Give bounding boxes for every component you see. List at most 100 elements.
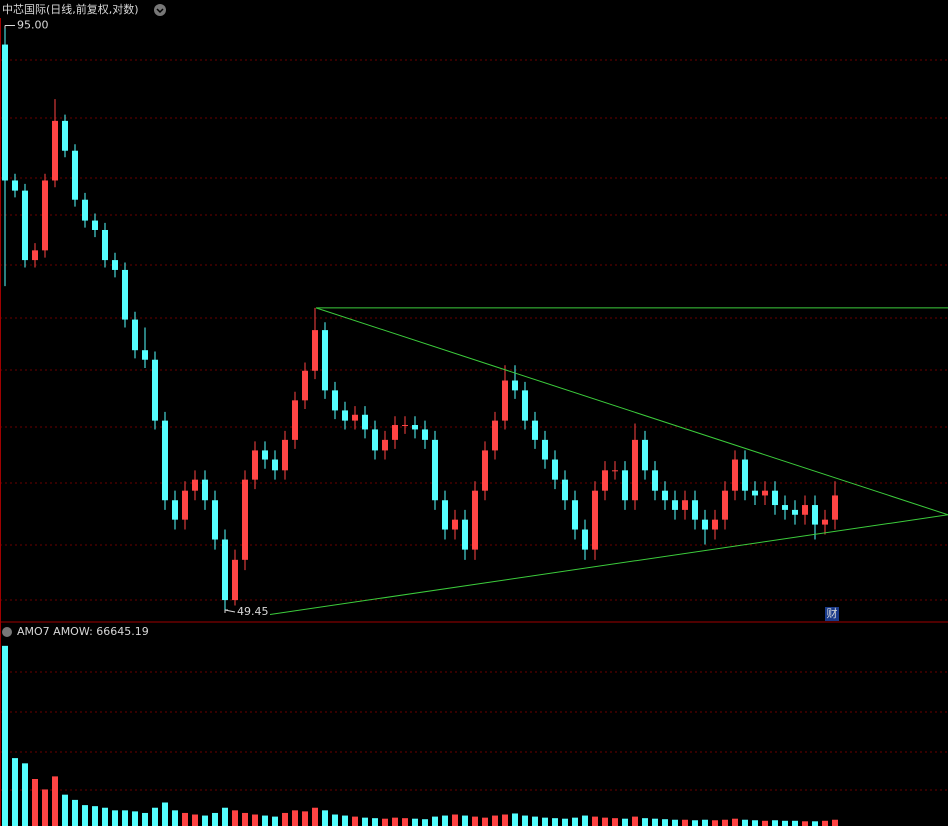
- volume-bar: [152, 807, 158, 826]
- candle-body: [132, 319, 138, 351]
- candle-body: [482, 450, 488, 491]
- candle-body: [812, 505, 818, 525]
- volume-bar: [742, 819, 748, 826]
- volume-bar: [632, 816, 638, 826]
- volume-bar: [642, 818, 648, 826]
- candle-body: [12, 180, 18, 191]
- volume-bar: [372, 818, 378, 826]
- annotation-arrow: [4, 25, 15, 29]
- candle-body: [92, 220, 98, 230]
- candle-body: [552, 459, 558, 480]
- volume-bar: [482, 817, 488, 826]
- trendline: [269, 514, 948, 616]
- candle-body: [322, 330, 328, 391]
- candle-body: [592, 490, 598, 550]
- candle-body: [412, 425, 418, 430]
- volume-bar: [352, 816, 358, 826]
- volume-bar: [212, 812, 218, 826]
- volume-bar: [182, 812, 188, 826]
- candle-body: [512, 380, 518, 391]
- volume-bar: [142, 812, 148, 826]
- candle-body: [782, 505, 788, 510]
- volume-bar: [222, 807, 228, 826]
- volume-bar: [242, 812, 248, 826]
- candle-body: [632, 439, 638, 501]
- candle-body: [362, 414, 368, 430]
- candle-body: [382, 439, 388, 451]
- candle-body: [442, 500, 448, 530]
- volume-bar: [502, 814, 508, 826]
- volume-bar: [342, 815, 348, 826]
- candle-body: [682, 500, 688, 510]
- volume-bar: [442, 815, 448, 826]
- volume-bar: [362, 817, 368, 826]
- volume-bar: [312, 807, 318, 826]
- candle-body: [472, 490, 478, 550]
- candle-body: [352, 414, 358, 421]
- candle-body: [32, 250, 38, 261]
- candle-body: [52, 120, 58, 181]
- candle-body: [212, 500, 218, 540]
- volume-bar: [652, 818, 658, 826]
- volume-bar: [612, 818, 618, 826]
- volume-bar: [92, 806, 98, 826]
- volume-bar: [582, 815, 588, 826]
- volume-bar: [562, 818, 568, 826]
- volume-bar: [412, 818, 418, 826]
- candle-body: [252, 450, 258, 480]
- volume-bar: [452, 814, 458, 826]
- volume-bar: [662, 819, 668, 826]
- candle-body: [702, 519, 708, 530]
- volume-bar: [782, 820, 788, 826]
- volume-bar: [292, 810, 298, 826]
- candle-body: [422, 429, 428, 440]
- candle-body: [72, 150, 78, 200]
- candle-body: [602, 470, 608, 491]
- candle-body: [432, 439, 438, 501]
- candle-body: [452, 519, 458, 530]
- candle-body: [722, 490, 728, 520]
- volume-bar: [262, 815, 268, 826]
- volume-bar: [172, 810, 178, 826]
- menu-icon[interactable]: [2, 627, 12, 637]
- volume-bar: [52, 776, 58, 826]
- candle-body: [62, 120, 68, 151]
- volume-bar: [282, 812, 288, 826]
- candle-body: [672, 500, 678, 510]
- annotation-label: 49.45: [237, 605, 269, 618]
- marker-box[interactable]: [825, 607, 839, 621]
- volume-bar: [682, 819, 688, 826]
- candle-body: [82, 199, 88, 221]
- candle-body: [802, 505, 808, 515]
- candle-body: [292, 400, 298, 440]
- volume-bar: [432, 816, 438, 826]
- grid: [0, 59, 948, 791]
- volume-label: AMO7 AMOW: 66645.19: [17, 625, 149, 638]
- volume-bar: [512, 813, 518, 826]
- candle-body: [642, 439, 648, 471]
- candle-body: [772, 490, 778, 506]
- candle-body: [822, 519, 828, 525]
- volume-bar: [2, 645, 8, 826]
- volume-bar: [822, 820, 828, 826]
- volume-bar: [472, 816, 478, 826]
- candle-body: [202, 479, 208, 501]
- volume-bar: [22, 763, 28, 826]
- candle-body: [392, 425, 398, 440]
- volume-bar: [322, 810, 328, 826]
- volume-bar: [692, 820, 698, 826]
- volume-bar: [592, 816, 598, 826]
- volume-bar: [802, 821, 808, 826]
- volume-bar: [252, 814, 258, 826]
- candle-body: [752, 490, 758, 496]
- candle-body: [582, 529, 588, 550]
- candle-body: [312, 330, 318, 371]
- candle-body: [192, 479, 198, 491]
- volume-bar: [32, 779, 38, 826]
- candle-body: [232, 559, 238, 601]
- volume-bar: [82, 805, 88, 826]
- candle-body: [2, 44, 8, 181]
- menu-icon[interactable]: [154, 4, 166, 16]
- candle-body: [272, 459, 278, 471]
